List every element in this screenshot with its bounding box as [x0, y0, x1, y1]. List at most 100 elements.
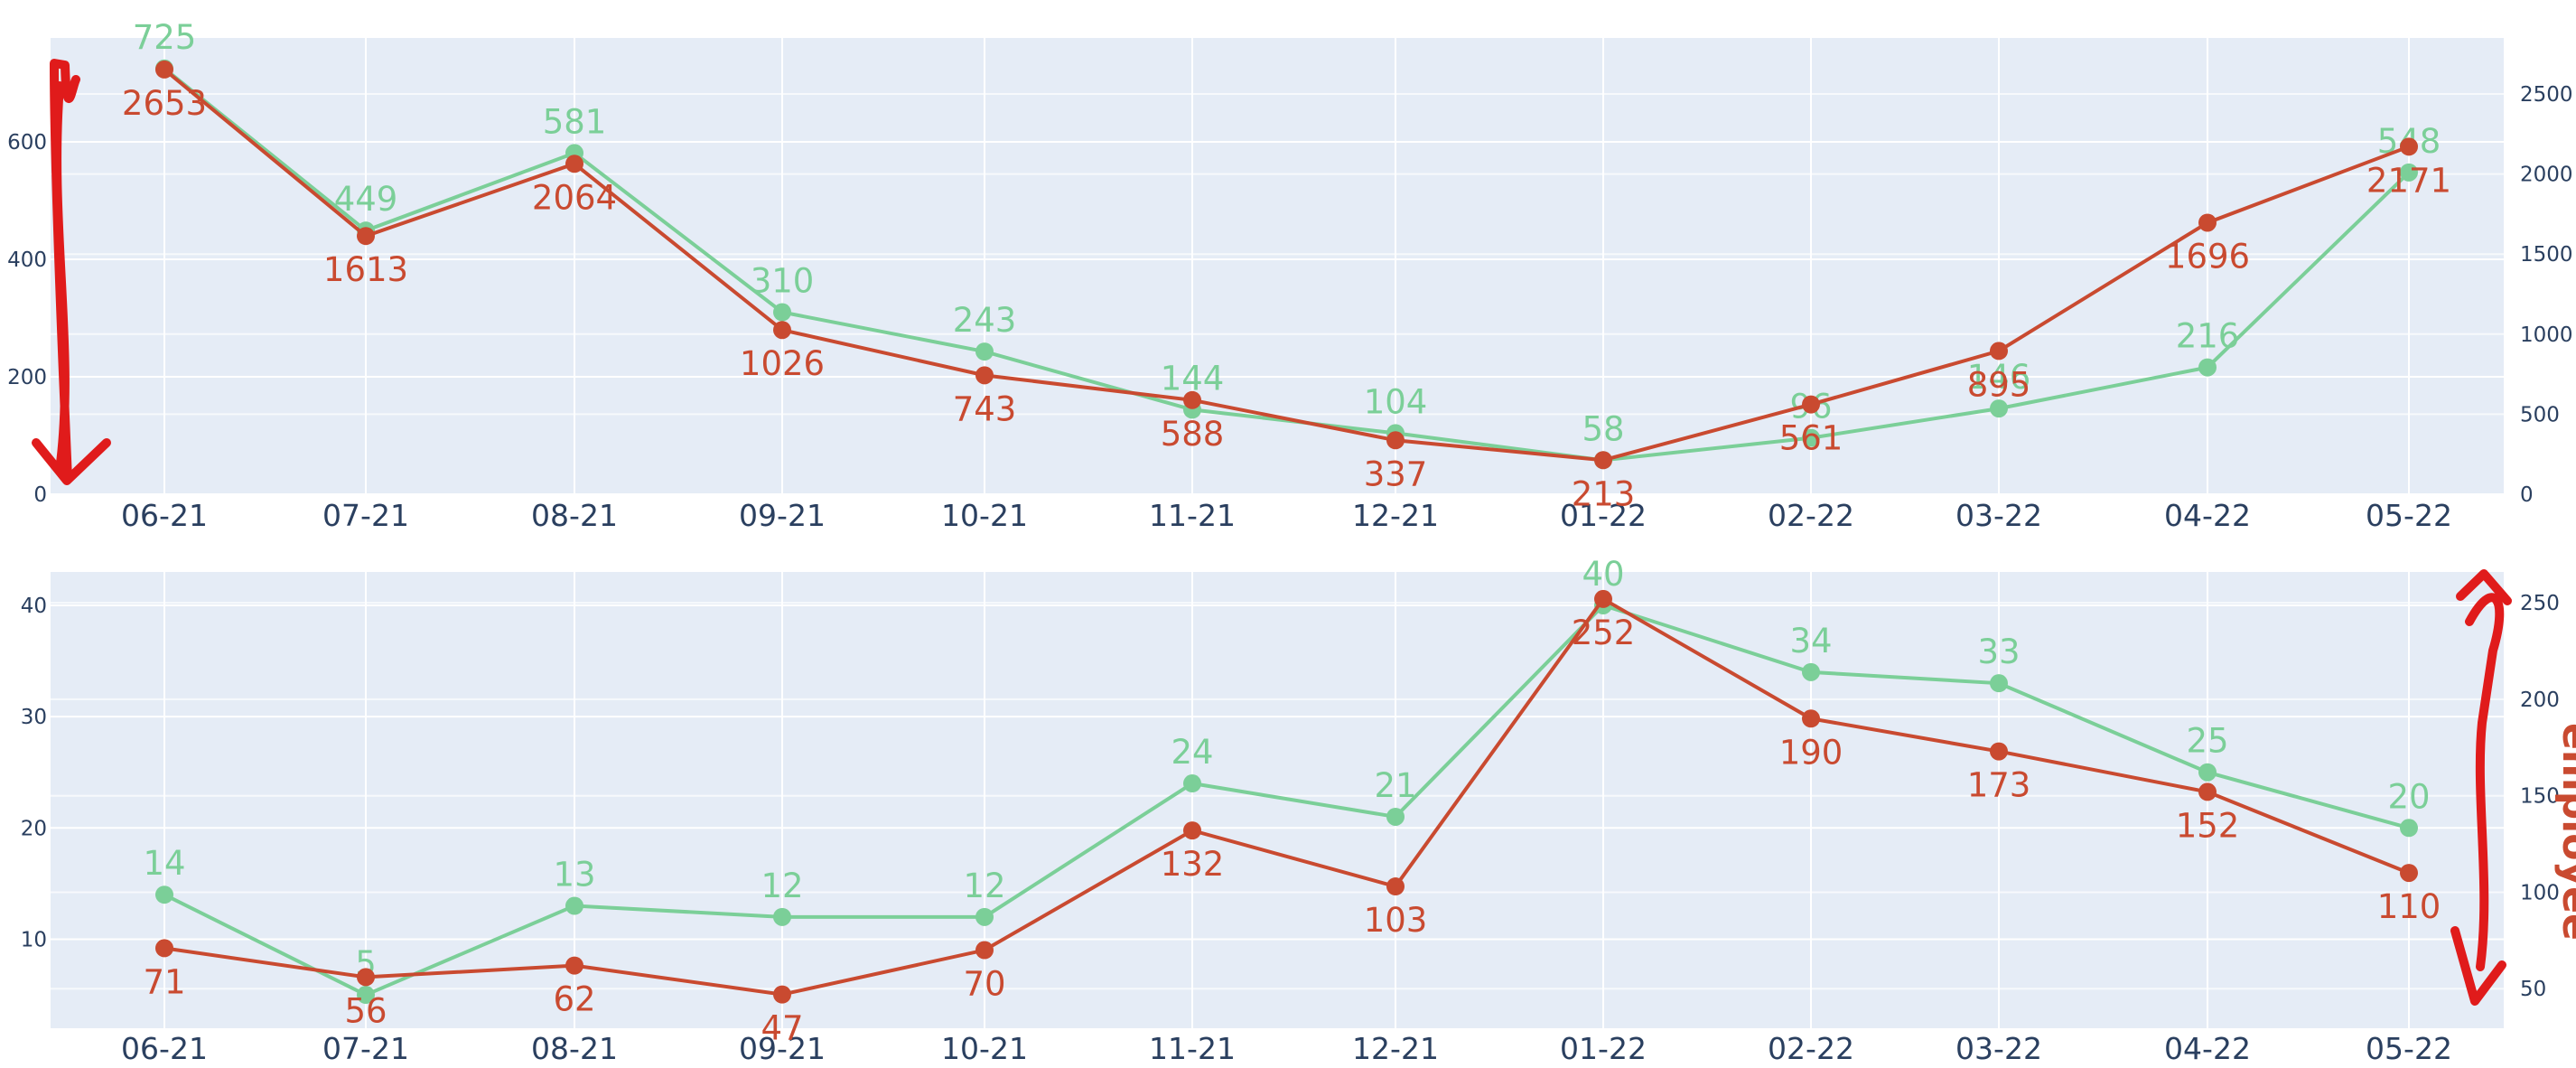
annotation-arrows — [32, 59, 2512, 1006]
data-label: 56 — [344, 991, 387, 1030]
data-point — [565, 896, 583, 915]
x-tick-label: 06-21 — [121, 498, 208, 533]
y-left-tick-label: 600 — [7, 131, 47, 155]
data-label: 110 — [2377, 887, 2441, 926]
annotation-arrow-right-bottom — [2450, 569, 2512, 1006]
data-label: 173 — [1967, 766, 2031, 805]
x-tick-label: 08-21 — [531, 1031, 618, 1066]
data-point — [565, 956, 583, 975]
data-label: 12 — [761, 867, 803, 905]
data-point — [1990, 674, 2008, 693]
series-line — [163, 68, 2410, 463]
data-point — [975, 941, 994, 960]
data-label: 252 — [1572, 614, 1636, 652]
data-point — [1386, 877, 1405, 896]
data-point — [1802, 395, 1820, 414]
y-right-tick-label: 150 — [2520, 785, 2560, 809]
data-label: 103 — [1364, 901, 1428, 940]
y-right-tick-label: 100 — [2520, 881, 2560, 904]
data-point — [1990, 399, 2008, 418]
data-point — [565, 155, 583, 173]
y-right-tick-label: 1000 — [2520, 323, 2573, 347]
annotation-arrow-left-top — [32, 59, 111, 485]
y-right-tick-label: 250 — [2520, 592, 2560, 615]
x-tick-label: 05-22 — [2366, 498, 2452, 533]
chart-panel-2: 10 20 30 40 50 100 150 200 250 06-21 07-21 08-21 09-… — [21, 555, 2576, 1066]
data-point — [773, 985, 791, 1004]
series-line — [163, 596, 2410, 997]
data-label: 588 — [1161, 415, 1225, 454]
x-tick-label: 06-21 — [121, 1031, 208, 1066]
data-label: 20 — [2387, 777, 2430, 816]
data-point — [357, 986, 375, 1005]
data-label: 2653 — [122, 84, 207, 123]
x-tick-label: 12-21 — [1352, 1031, 1439, 1066]
x-tick-label: 08-21 — [531, 498, 618, 533]
data-point — [155, 885, 173, 904]
data-label: 12 — [963, 867, 1005, 905]
x-tick-label: 02-22 — [1768, 1031, 1854, 1066]
y-right-tick-label: 0 — [2520, 483, 2534, 507]
y-left-tick-label: 0 — [33, 483, 47, 507]
y-left-tick-label: 40 — [21, 595, 47, 618]
data-label: 2171 — [2366, 161, 2451, 200]
data-point — [2198, 358, 2217, 377]
data-point — [1183, 774, 1201, 793]
data-label: 1026 — [740, 344, 825, 383]
data-label: 33 — [1977, 632, 2020, 671]
x-tick-label: 11-21 — [1149, 1031, 1236, 1066]
data-point — [2198, 213, 2217, 232]
data-point — [1594, 451, 1612, 470]
data-label: 62 — [553, 980, 595, 1019]
chart-panel-1: 0 200 400 600 0 500 1000 1500 2000 2500 06-21 07-21… — [7, 18, 2572, 533]
data-point — [1990, 742, 2008, 761]
data-point — [357, 227, 375, 246]
data-label: 216 — [2176, 317, 2240, 356]
data-label: 2064 — [532, 178, 617, 217]
data-label: 213 — [1572, 474, 1636, 513]
x-tick-label: 01-22 — [1560, 1031, 1647, 1066]
x-tick-label: 03-22 — [1955, 1031, 2042, 1066]
data-point — [1802, 428, 1820, 447]
x-tick-label: 02-22 — [1768, 498, 1854, 533]
x-tick-label: 09-21 — [739, 498, 826, 533]
data-label: 190 — [1779, 733, 1843, 772]
data-point — [975, 366, 994, 385]
y-right-axis-title: employee — [2553, 723, 2576, 941]
series-line — [163, 603, 2410, 998]
series-2: 71 56 62 47 70 132 103 252 190 173 152 110 — [143, 589, 2441, 1048]
x-tick-label: 10-21 — [941, 1031, 1028, 1066]
y-right-tick-label: 2000 — [2520, 164, 2573, 187]
x-tick-label: 03-22 — [1955, 498, 2042, 533]
data-label: 895 — [1967, 365, 2031, 404]
y-right-tick-label: 1500 — [2520, 243, 2573, 267]
data-point — [155, 939, 173, 958]
data-point — [2400, 163, 2418, 182]
data-label: 70 — [963, 965, 1005, 1004]
data-label: 14 — [143, 844, 185, 883]
y-left-tick-label: 20 — [21, 817, 47, 840]
data-label: 243 — [953, 301, 1017, 340]
data-label: 337 — [1364, 454, 1428, 493]
data-label: 146 — [1967, 358, 2031, 397]
data-label: 1613 — [323, 250, 408, 289]
data-label: 25 — [2186, 722, 2228, 761]
data-point — [1386, 807, 1405, 826]
data-label: 743 — [953, 389, 1017, 428]
y-right-tick-label: 50 — [2520, 978, 2546, 1001]
data-point — [1183, 390, 1201, 409]
data-point — [2400, 819, 2418, 838]
data-label: 24 — [1171, 733, 1213, 772]
y-left-tick-label: 200 — [7, 366, 47, 389]
x-tick-label: 05-22 — [2366, 1031, 2452, 1066]
x-tick-label: 12-21 — [1352, 498, 1439, 533]
y-right-tick-label: 500 — [2520, 403, 2560, 426]
x-tick-label: 07-21 — [322, 1031, 409, 1066]
x-tick-label: 04-22 — [2164, 1031, 2251, 1066]
data-label: 310 — [751, 262, 815, 301]
data-point — [2400, 137, 2418, 156]
y-left-tick-label: 400 — [7, 248, 47, 272]
data-point — [1990, 342, 2008, 361]
x-tick-label: 07-21 — [322, 498, 409, 533]
data-point — [773, 321, 791, 340]
